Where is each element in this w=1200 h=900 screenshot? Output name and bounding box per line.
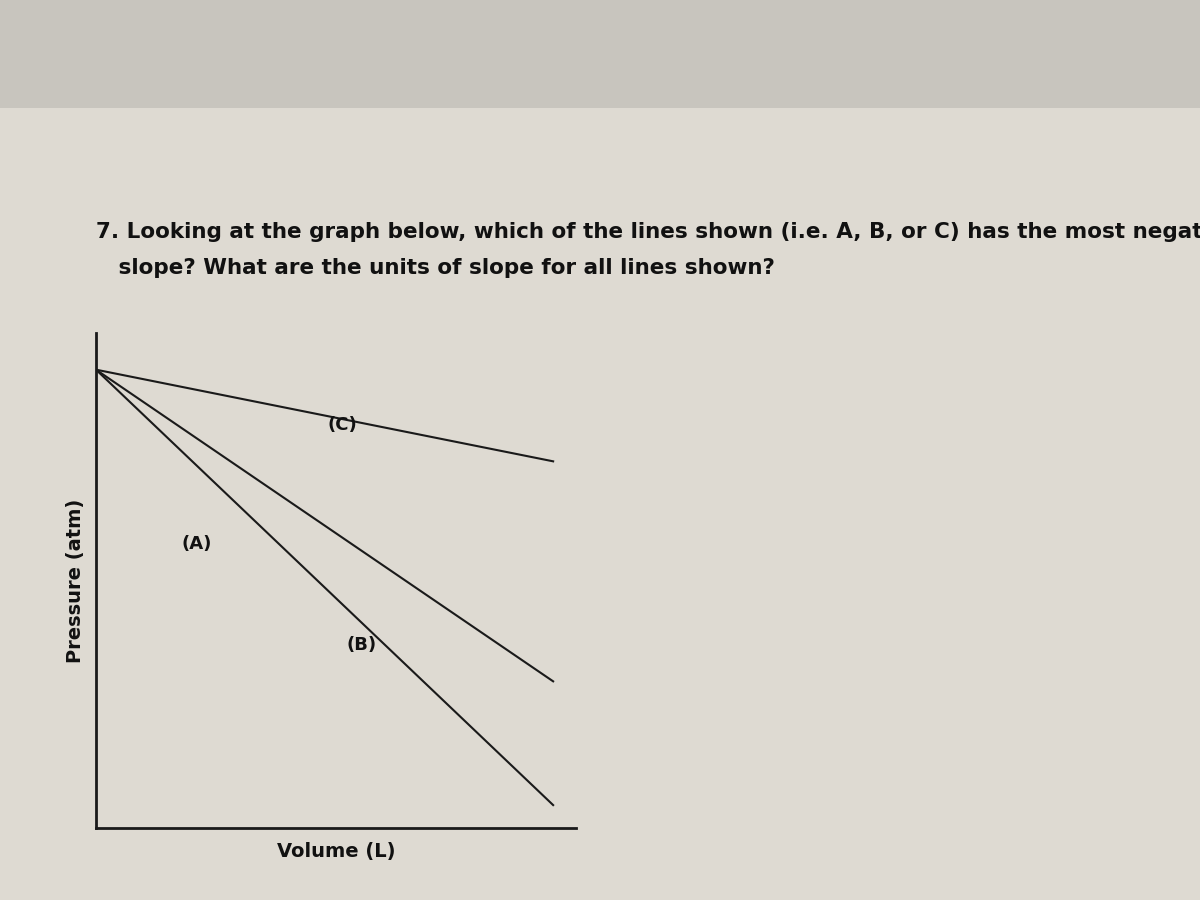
Text: (A): (A) (181, 535, 211, 553)
Text: (B): (B) (346, 635, 377, 653)
Text: (C): (C) (328, 416, 358, 434)
Text: 7. Looking at the graph below, which of the lines shown (i.e. A, B, or C) has th: 7. Looking at the graph below, which of … (96, 222, 1200, 242)
Y-axis label: Pressure (atm): Pressure (atm) (66, 499, 85, 662)
X-axis label: Volume (L): Volume (L) (277, 842, 395, 861)
Text: slope? What are the units of slope for all lines shown?: slope? What are the units of slope for a… (96, 258, 775, 278)
